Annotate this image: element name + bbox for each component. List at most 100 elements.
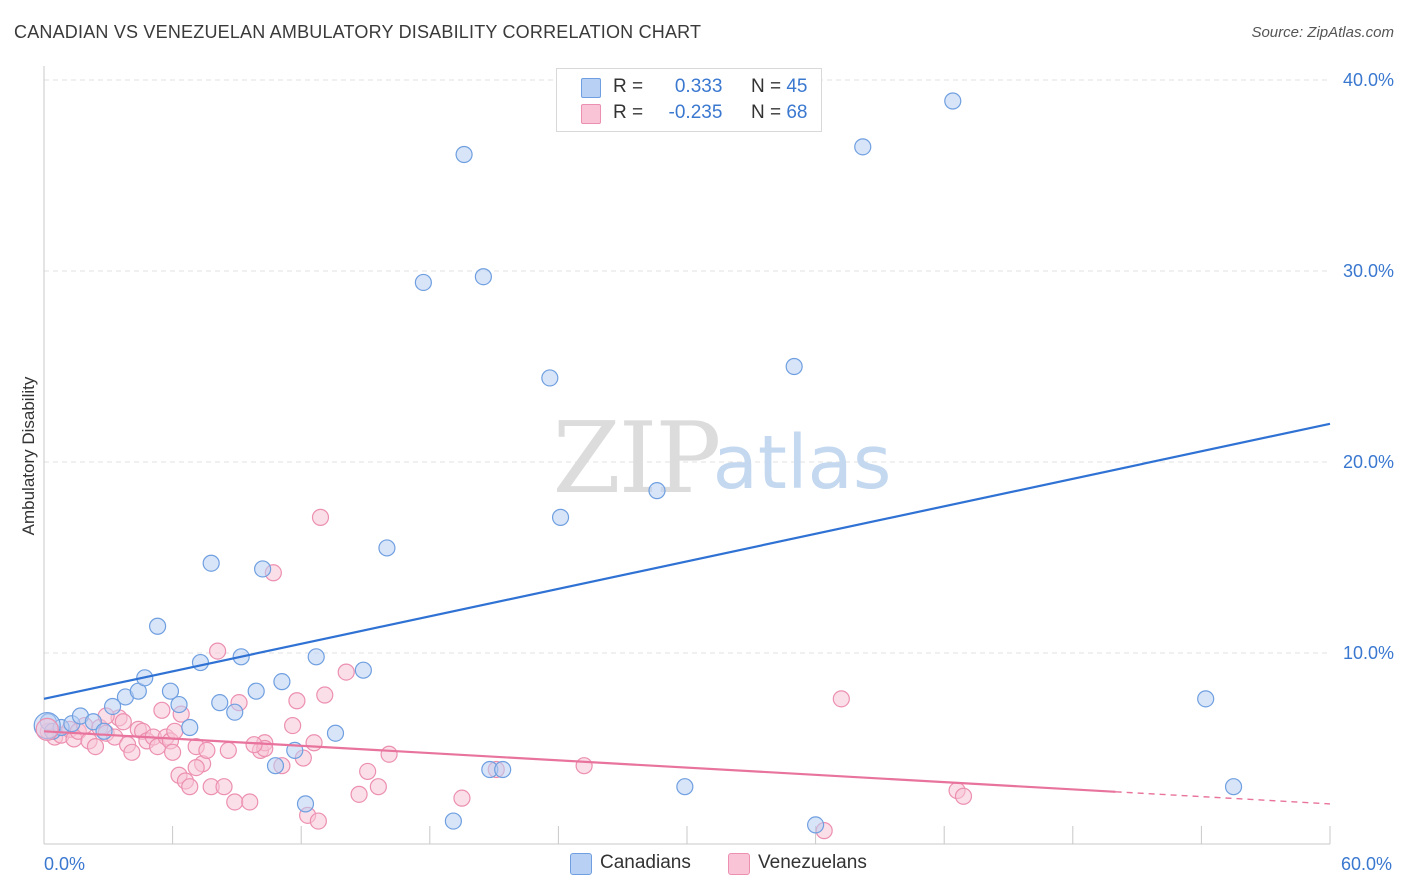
x-tick-label: 60.0% [1341,854,1392,874]
canadian-point [103,697,122,716]
canadians-swatch [581,78,601,98]
canadians-trend-line [43,422,1331,700]
y-tick-label: 10.0% [1343,643,1394,663]
venezuelan-point [305,734,323,752]
r-value: -0.235 [668,102,723,123]
venezuelan-point [350,785,368,803]
venezuelan-point [316,686,334,704]
canadian-point [1197,690,1215,708]
canadian-point [148,617,167,635]
canadian-point [296,795,315,813]
venezuelan-point [309,812,327,830]
r-label: R = [613,76,644,97]
venezuelan-point [284,716,302,735]
source-credit: Source: ZipAtlas.com [1251,24,1394,41]
trend-lines [43,422,1331,805]
venezuelan-point [209,642,227,660]
legend-text-canadians: R = 0.333 N = 45 [613,76,807,98]
r-label: R = [613,102,644,123]
venezuelan-cluster-point [35,717,59,742]
canadian-point [181,718,199,737]
y-tick-label: 30.0% [1343,261,1394,281]
canadian-point [785,357,803,376]
canadian-point [455,145,473,164]
venezuelans-swatch [581,104,601,124]
watermark: ZIP atlas [553,402,892,516]
canadian-point [191,653,210,672]
venezuelan-point [337,663,355,681]
canadian-point [494,760,512,779]
venezuelans-trend-extension [1115,791,1331,805]
venezuelan-point [311,508,330,526]
canadian-point [648,482,666,500]
canadian-point [273,673,291,691]
venezuelan-point [241,793,259,811]
venezuelans-legend-swatch [728,853,750,875]
canadian-point [1224,778,1243,796]
canadian-point [676,778,694,796]
canadian-point [307,648,325,666]
canadian-point [254,560,272,578]
venezuelan-point [453,789,471,807]
watermark-zip: ZIP [553,402,720,516]
gridlines [44,79,1330,654]
venezuelan-point [380,745,398,763]
venezuelan-point [164,743,182,761]
legend-text-venezuelans: R = -0.235 N = 68 [613,102,807,124]
canadian-point [247,682,265,700]
venezuelan-point [166,722,184,740]
canadian-point [266,757,285,775]
canadian-point [854,138,872,156]
canadian-point [551,508,570,526]
canadian-point [474,268,492,286]
canadian-point [84,713,102,731]
canadian-point [326,724,345,742]
r-value: 0.333 [674,76,723,97]
canadian-point [414,273,432,292]
n-value: 45 [786,76,808,97]
y-tick-label: 40.0% [1343,70,1394,90]
tick-labels: 10.0% 20.0% 30.0% 40.0% 0.0% 60.0% [44,70,1394,874]
canadian-point [944,92,962,110]
venezuelan-point [114,713,132,731]
canadian-point [161,682,180,700]
venezuelan-point [954,787,973,805]
canadian-point [226,703,244,721]
n-label: N = [750,102,782,123]
y-axis-label: Ambulatory Disability [19,376,38,535]
venezuelan-point [187,758,205,777]
y-tick-label: 20.0% [1343,452,1394,472]
venezuelans-trend-line [43,730,1116,793]
canadian-point [444,812,462,830]
venezuelan-point [832,690,850,708]
venezuelan-point [359,762,377,781]
canadian-point [170,695,188,714]
venezuelan-point [369,778,387,796]
venezuelan-point [181,778,199,796]
watermark-atlas: atlas [713,420,892,506]
venezuelan-point [245,736,263,754]
venezuelan-point [219,741,237,760]
x-tick-label: 0.0% [44,854,85,874]
venezuelan-point [288,692,306,710]
chart-title: CANADIAN VS VENEZUELAN AMBULATORY DISABI… [14,22,702,42]
venezuelan-point [198,741,216,760]
canadian-point [354,661,372,679]
canadian-point [806,816,825,834]
stats-legend: R = 0.333 N = 45 R = -0.235 N = 68 [556,68,822,132]
n-value: 68 [786,102,808,123]
venezuelans-legend-label: Venezuelans [758,852,867,873]
venezuelan-point [123,743,141,761]
venezuelan-point [153,701,171,719]
canadians-legend-swatch [570,853,592,875]
venezuelan-point [575,757,593,775]
canadian-point [95,722,113,740]
venezuelan-point [215,778,233,796]
venezuelan-point [86,737,105,756]
canadians-legend-label: Canadians [600,852,691,873]
venezuelan-point [226,793,244,811]
canadian-point [202,554,220,572]
canadian-point [211,694,229,712]
n-label: N = [750,76,782,97]
